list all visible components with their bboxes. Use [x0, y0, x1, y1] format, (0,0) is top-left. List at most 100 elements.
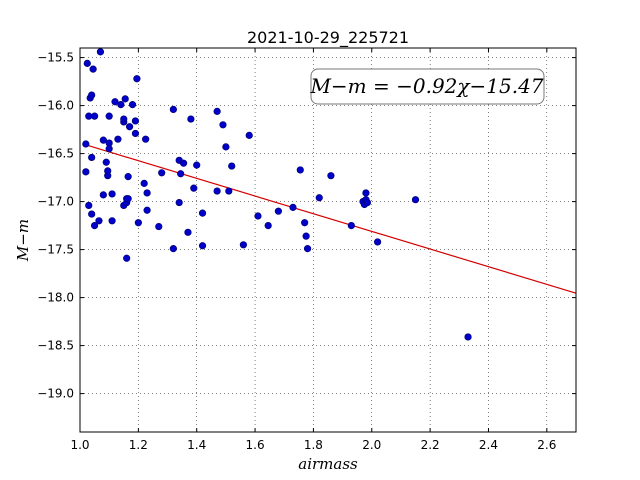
data-point: [102, 158, 110, 166]
data-point: [124, 173, 132, 181]
x-tick-label: 1.4: [187, 438, 206, 452]
chart-title: 2021-10-29_225721: [247, 28, 409, 48]
data-point: [105, 145, 113, 153]
data-point: [133, 75, 141, 83]
data-point: [83, 59, 91, 67]
data-point: [121, 95, 129, 103]
x-axis-label: airmass: [298, 455, 358, 473]
data-point: [296, 166, 304, 174]
equation-annotation: M−m = −0.92χ−15.47: [309, 68, 545, 105]
y-axis-label: M−m: [14, 219, 32, 262]
data-point: [95, 217, 103, 225]
data-point: [411, 196, 420, 204]
data-point: [131, 117, 140, 125]
data-point: [363, 198, 371, 207]
data-point: [88, 91, 96, 99]
x-tick-label: 2.2: [421, 438, 440, 452]
data-point: [142, 135, 150, 143]
data-point: [239, 241, 247, 249]
x-tick-label: 1.8: [304, 438, 323, 452]
x-tick-labels: 1.0 1.2 1.4 1.6 1.8 2.0 2.2 2.4 2.6: [70, 438, 556, 452]
data-point: [184, 228, 192, 236]
x-tick-label: 1.6: [246, 438, 265, 452]
data-point: [274, 207, 283, 215]
data-point: [169, 245, 177, 253]
data-point: [315, 194, 323, 202]
data-point: [222, 143, 230, 151]
data-point: [303, 245, 312, 253]
data-point: [155, 222, 163, 231]
data-point: [124, 195, 132, 203]
data-point: [228, 162, 236, 170]
data-point: [179, 159, 188, 167]
x-tick-label: 1.2: [129, 438, 148, 452]
data-point: [198, 209, 207, 217]
data-points: [82, 48, 472, 341]
data-point: [128, 101, 137, 109]
data-point: [264, 222, 272, 230]
data-point: [169, 105, 177, 114]
y-tick-label: −18.5: [37, 339, 74, 353]
data-point: [374, 238, 382, 246]
y-tick-label: −19.0: [37, 387, 74, 401]
data-point: [90, 222, 99, 230]
x-tick-label: 2.0: [362, 438, 381, 452]
plot-frame: [79, 47, 577, 433]
data-point: [187, 115, 195, 123]
equation-text: M−m = −0.92χ−15.47: [309, 74, 543, 98]
data-point: [301, 219, 309, 227]
data-point: [126, 123, 134, 131]
data-point: [143, 189, 151, 197]
data-point: [120, 115, 128, 123]
data-point: [114, 135, 122, 143]
data-point: [89, 65, 97, 73]
data-point: [362, 189, 370, 197]
data-point: [134, 219, 142, 227]
data-point: [143, 206, 151, 214]
data-point: [193, 161, 201, 169]
data-point: [175, 198, 183, 207]
data-point: [213, 187, 221, 195]
axis-ticks: [79, 48, 576, 432]
y-tick-label: −17.5: [37, 243, 74, 257]
y-tick-label: −16.5: [37, 147, 74, 161]
data-point: [88, 210, 96, 218]
y-tick-label: −17.0: [37, 195, 74, 209]
data-point: [245, 131, 253, 139]
data-point: [108, 190, 116, 198]
y-tick-label: −16.0: [37, 99, 74, 113]
data-point: [90, 112, 99, 120]
data-point: [88, 153, 96, 162]
y-tick-labels: −15.5 −16.0 −16.5 −17.0 −17.5 −18.0 −18.5 −19.0: [37, 51, 74, 401]
data-point: [96, 48, 105, 56]
fit-line-group: [85, 144, 577, 294]
data-point: [105, 112, 113, 120]
data-point: [198, 242, 207, 250]
x-tick-label: 2.6: [537, 438, 556, 452]
data-point: [108, 217, 116, 225]
data-point: [327, 172, 335, 180]
data-point: [225, 187, 233, 195]
data-point: [289, 203, 297, 211]
data-point: [464, 333, 472, 341]
y-tick-label: −15.5: [37, 51, 74, 65]
data-point: [177, 170, 185, 178]
data-point: [254, 212, 262, 220]
grid: [80, 48, 576, 432]
data-point: [190, 184, 198, 192]
data-point: [140, 179, 148, 187]
fit-line: [85, 144, 577, 294]
data-point: [85, 201, 93, 210]
data-point: [117, 101, 125, 109]
data-point: [347, 222, 355, 230]
data-point: [131, 129, 140, 138]
x-tick-label: 1.0: [70, 438, 89, 452]
data-point: [82, 140, 90, 148]
y-tick-label: −18.0: [37, 291, 74, 305]
data-point: [158, 169, 166, 177]
data-point: [99, 136, 107, 144]
data-point: [123, 254, 131, 262]
data-point: [104, 167, 112, 175]
data-point: [302, 232, 310, 240]
